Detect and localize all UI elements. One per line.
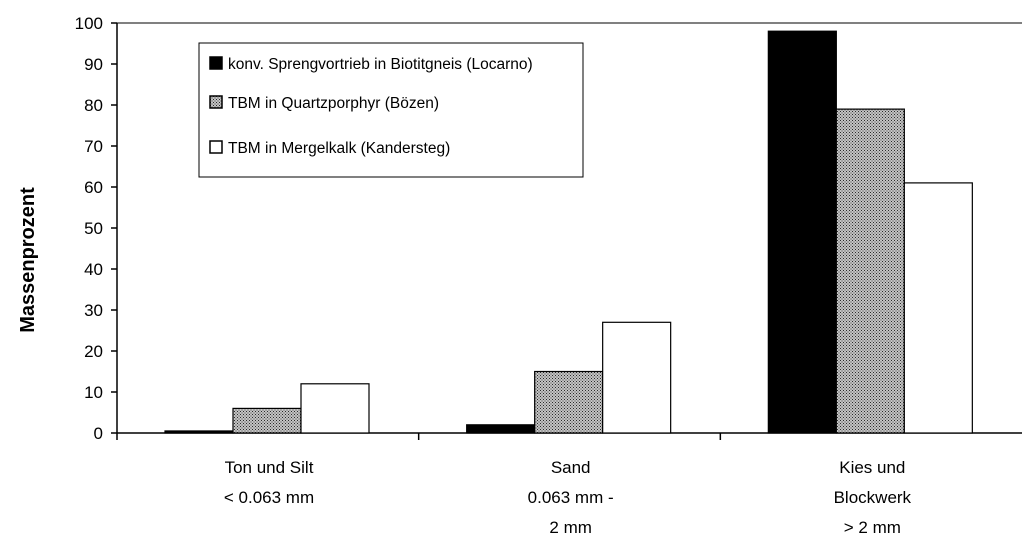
legend-label: TBM in Quartzporphyr (Bözen) (228, 95, 439, 112)
bar-1-3 (767, 30, 837, 434)
y-axis-title: Massenprozent (17, 187, 39, 333)
legend-swatch (209, 56, 223, 70)
y-tick-label: 0 (94, 424, 103, 443)
legend-label: konv. Sprengvortrieb in Biotitgneis (Loc… (228, 56, 533, 73)
bars (164, 30, 973, 434)
legend-box (198, 42, 584, 178)
bar-3-1 (300, 383, 370, 434)
bar-2-1 (232, 407, 302, 434)
y-tick-label: 40 (84, 260, 103, 279)
bar-1-2 (466, 424, 536, 434)
x-category-label: 2 mm (549, 518, 592, 537)
y-tick-label: 20 (84, 342, 103, 361)
x-category-label: Kies und (839, 458, 905, 477)
y-tick-label: 90 (84, 55, 103, 74)
x-category-label: < 0.063 mm (224, 488, 314, 507)
legend-swatch (209, 95, 223, 109)
x-axis-ticks (116, 433, 722, 440)
legend-label: TBM in Mergelkalk (Kandersteg) (228, 140, 450, 157)
legend-swatch (209, 140, 223, 154)
y-tick-label: 100 (75, 14, 103, 33)
legend: konv. Sprengvortrieb in Biotitgneis (Loc… (198, 42, 584, 178)
bar-2-2 (534, 370, 604, 434)
y-tick-label: 60 (84, 178, 103, 197)
bar-3-2 (602, 321, 672, 434)
bar-1-1 (164, 430, 234, 434)
y-tick-label: 70 (84, 137, 103, 156)
x-category-label: Blockwerk (834, 488, 912, 507)
category-labels: Ton und Silt < 0.063 mm Sand 0.063 mm - 2 mm… (224, 458, 912, 537)
x-category-label: Ton und Silt (225, 458, 314, 477)
y-tick-label: 50 (84, 219, 103, 238)
y-axis-ticks: 0 10 20 30 40 50 60 70 80 90 100 (75, 14, 117, 443)
y-tick-label: 30 (84, 301, 103, 320)
bar-2-3 (835, 108, 905, 434)
y-tick-label: 80 (84, 96, 103, 115)
y-tick-label: 10 (84, 383, 103, 402)
x-category-label: > 2 mm (844, 518, 901, 537)
bar-3-3 (903, 182, 973, 434)
x-category-label: 0.063 mm - (528, 488, 614, 507)
x-category-label: Sand (551, 458, 591, 477)
